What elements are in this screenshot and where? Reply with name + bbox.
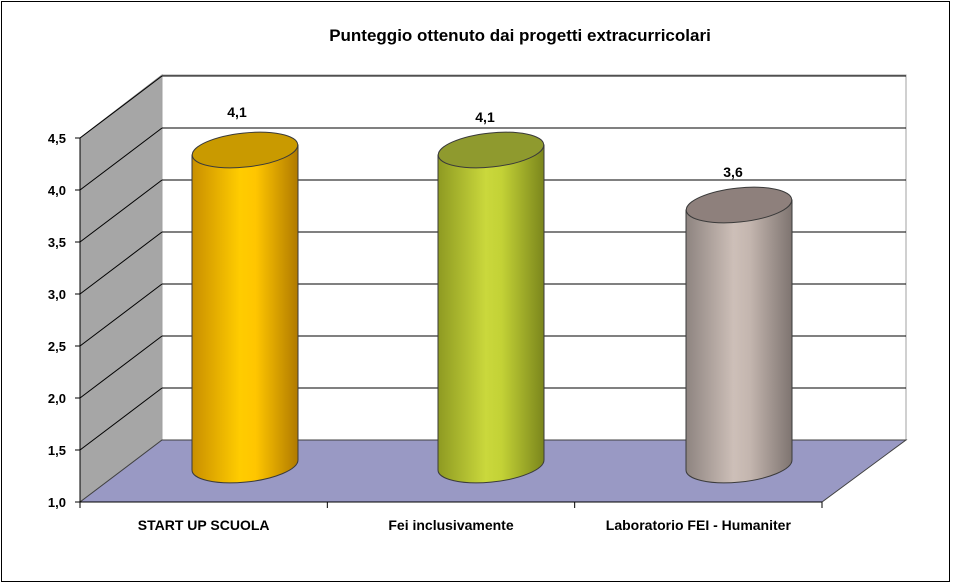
y-tick-label: 2,0 [48, 391, 66, 406]
y-tick-label: 1,0 [48, 495, 66, 510]
chart-title: Punteggio ottenuto dai progetti extracur… [329, 26, 711, 45]
y-tick-label: 1,5 [48, 443, 66, 458]
y-tick-label: 2,5 [48, 339, 66, 354]
bar-cylinder: 4,1 [437, 109, 545, 484]
y-tick-label: 4,0 [48, 183, 66, 198]
data-label: 4,1 [475, 109, 495, 125]
y-tick-label: 4,5 [48, 131, 66, 146]
bars: 4,1 4,1 3,6 [191, 104, 793, 484]
y-tick-label: 3,0 [48, 287, 66, 302]
x-category-label: Fei inclusivamente [388, 517, 513, 533]
y-tick-label: 3,5 [48, 235, 66, 250]
x-category-label: START UP SCUOLA [138, 517, 270, 533]
bar-cylinder: 4,1 [191, 104, 299, 484]
y-axis: 1,0 1,5 2,0 2,5 3,0 3,5 4,0 4,5 [48, 131, 81, 510]
x-axis: START UP SCUOLA Fei inclusivamente Laborat… [79, 501, 823, 533]
bar-cylinder: 3,6 [685, 164, 793, 484]
data-label: 3,6 [723, 164, 743, 180]
data-label: 4,1 [227, 104, 247, 120]
x-category-label: Laboratorio FEI - Humaniter [606, 517, 792, 533]
